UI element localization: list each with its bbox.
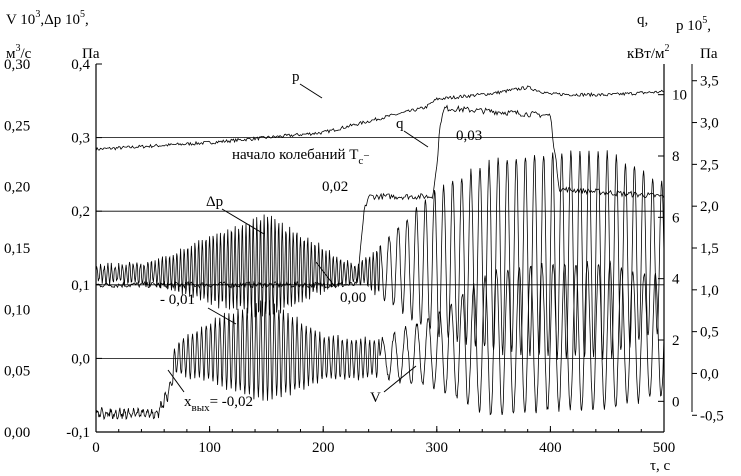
leader-000 [315, 261, 337, 289]
x-tick-label: 200 [312, 440, 335, 456]
x-axis-label: τ, с [650, 458, 671, 474]
right-inner-tick-label: 0 [672, 394, 680, 410]
series-group [95, 85, 665, 421]
right-inner-tick-label: 8 [672, 149, 680, 165]
right-inner-tick-label: 4 [672, 272, 680, 288]
leader-p [299, 83, 323, 99]
right-outer-tick-label: 1,0 [700, 283, 719, 299]
leader-xout [167, 369, 185, 393]
left-inner-tick-label: -0,1 [66, 425, 90, 441]
annotation-q: q [396, 116, 404, 132]
annotation-start-osc: начало колебаний Tc− [232, 147, 370, 167]
annotation-000: 0,00 [340, 290, 366, 306]
right-outer-tick-label: 3,0 [700, 116, 719, 132]
left-inner-tick-label: 0,4 [71, 57, 90, 73]
right-outer-tick-label: 2,5 [700, 157, 719, 173]
annotation-002: 0,02 [322, 179, 348, 195]
left-outer-axis-header: V 103,Δp 105, [6, 9, 89, 28]
left-inner-tick-label: 0,1 [71, 278, 90, 294]
leader-m001 [207, 307, 237, 325]
annotation-p: p [292, 69, 300, 85]
right-outer-axis-header: p 105, [676, 15, 711, 34]
left-outer-tick-label: 0,05 [4, 364, 30, 380]
right-inner-axis-unit: кВт/м2 [627, 43, 670, 62]
left-outer-tick-label: 0,20 [4, 180, 30, 196]
left-inner-tick-label: 0,2 [71, 204, 90, 220]
left-inner-axis-unit: Па [82, 46, 100, 62]
series-line-V [95, 260, 665, 421]
annotation-V: V [370, 390, 381, 406]
x-tick-label: 0 [92, 440, 100, 456]
x-tick-label: 100 [198, 440, 221, 456]
x-tick-label: 400 [539, 440, 562, 456]
right-inner-axis-header: q, [637, 12, 648, 28]
right-outer-tick-label: -0,5 [700, 408, 724, 424]
left-inner-tick-label: 0,0 [71, 351, 90, 367]
right-outer-tick-label: 3,5 [700, 74, 719, 90]
right-outer-tick-label: 1,5 [700, 241, 719, 257]
right-outer-tick-label: 2,0 [700, 199, 719, 215]
left-outer-tick-label: 0,25 [4, 118, 30, 134]
x-tick-label: 300 [426, 440, 449, 456]
axes-group: 0 100 200 300 400 5000,000,050,100,150,200,25… [4, 57, 724, 456]
left-inner-tick-label: 0,3 [71, 131, 90, 147]
left-outer-tick-label: 0,00 [4, 425, 30, 441]
right-inner-tick-label: 2 [672, 333, 680, 349]
series-line-Δp [95, 150, 665, 360]
right-outer-tick-label: 0,0 [700, 366, 719, 382]
left-outer-tick-label: 0,30 [4, 57, 30, 73]
leader-V [383, 365, 417, 393]
annotation-xout: xвых= -0,02 [184, 394, 253, 414]
annotation-dp: Δp [206, 194, 223, 210]
annotation-003: 0,03 [456, 128, 482, 144]
left-outer-tick-label: 0,10 [4, 302, 30, 318]
series-line-p [95, 85, 665, 152]
left-outer-axis-unit: м3/с [6, 43, 32, 62]
right-inner-tick-label: 6 [672, 210, 680, 226]
leader-q [403, 130, 429, 148]
left-outer-tick-label: 0,15 [4, 241, 30, 257]
annotation-m001: - 0,01 [160, 292, 195, 308]
x-tick-label: 500 [653, 440, 676, 456]
right-outer-axis-unit: Па [700, 46, 718, 62]
right-inner-tick-label: 10 [672, 88, 687, 104]
leader-dp [221, 208, 265, 235]
right-outer-tick-label: 0,5 [700, 325, 719, 341]
